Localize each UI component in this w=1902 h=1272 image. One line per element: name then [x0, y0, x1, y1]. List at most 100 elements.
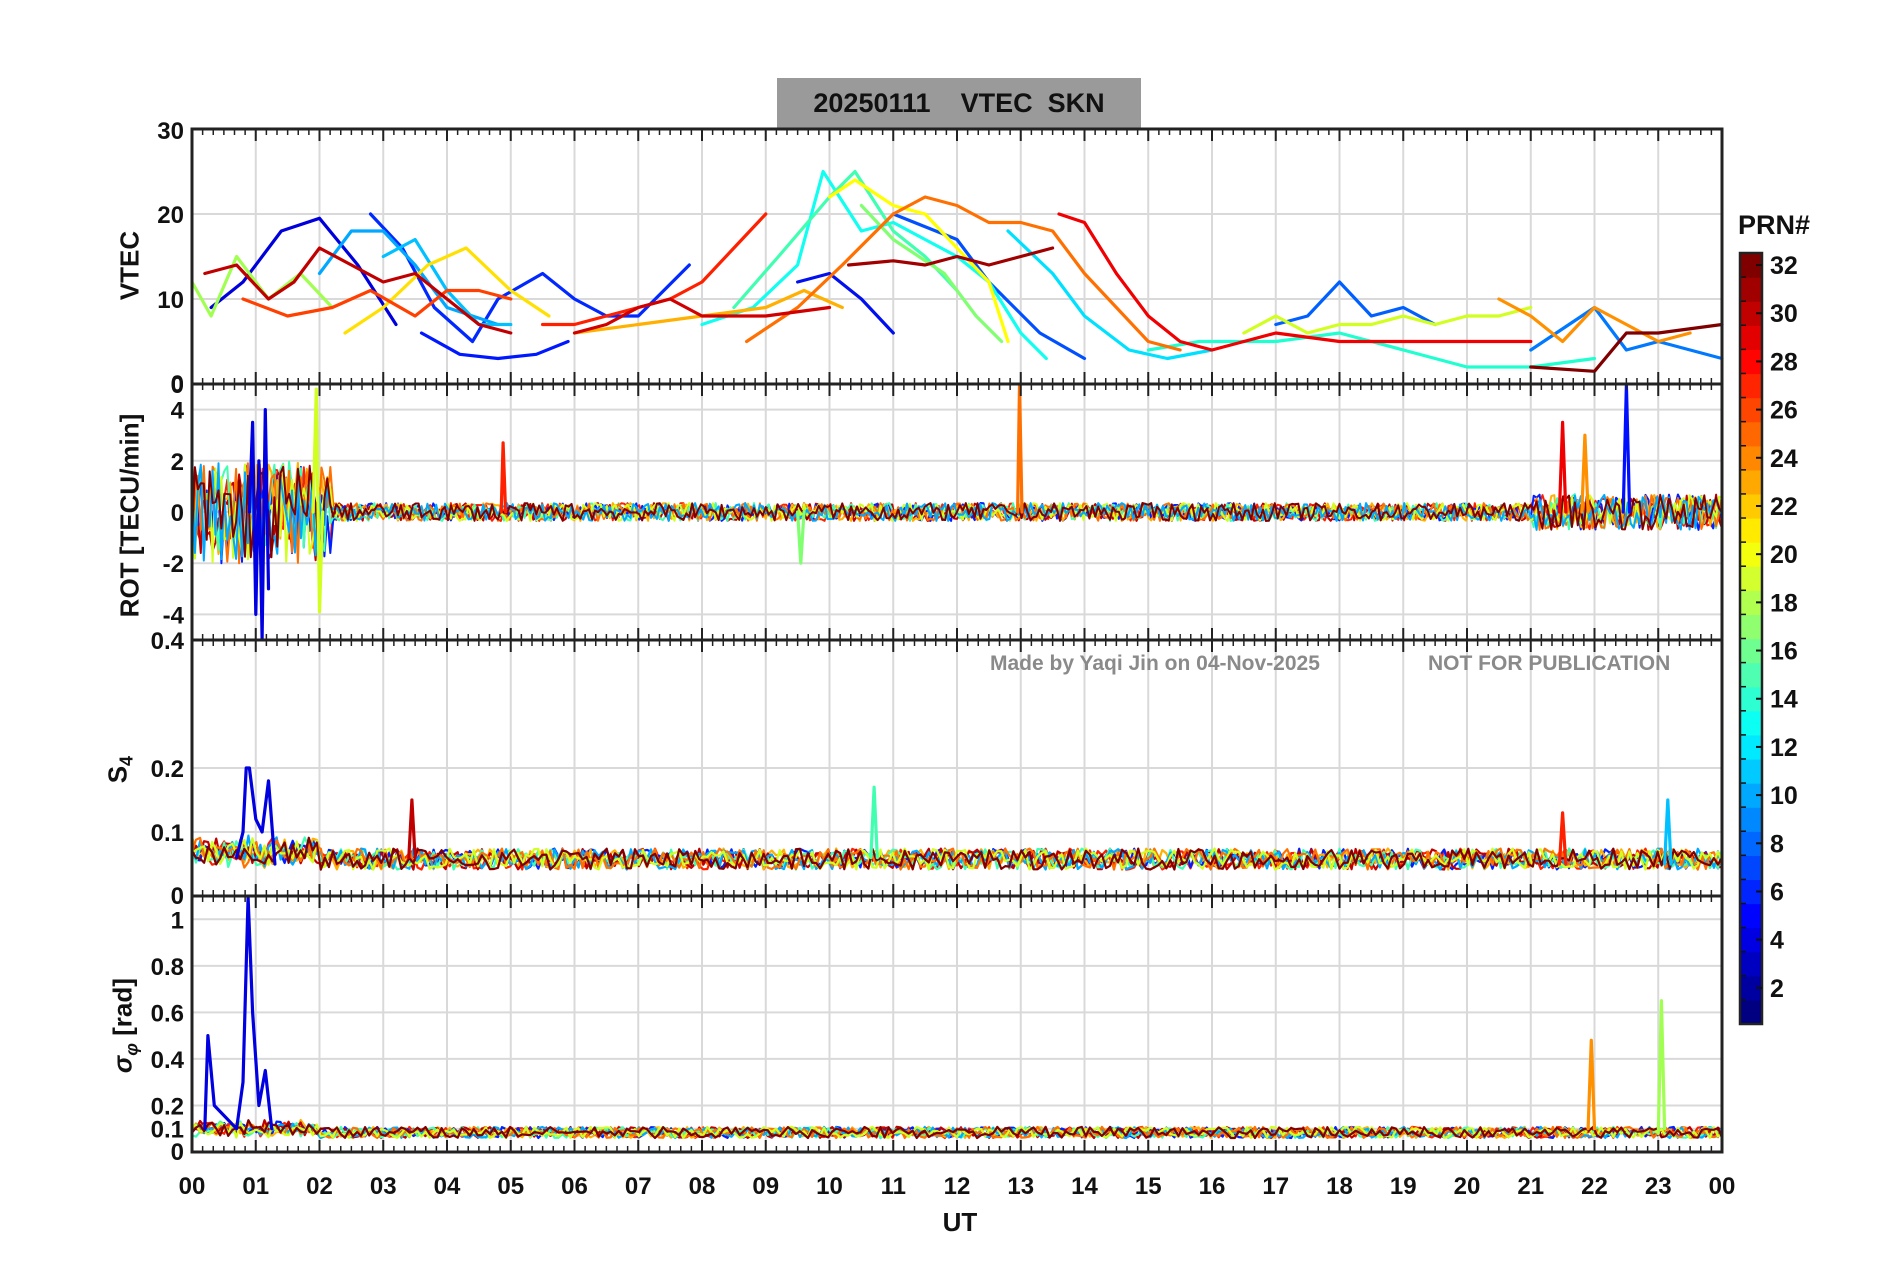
colorbar-swatch — [1740, 662, 1762, 688]
colorbar-swatch — [1740, 807, 1762, 832]
colorbar-tick-label: 6 — [1770, 878, 1784, 906]
colorbar-tick-label: 4 — [1770, 927, 1784, 955]
xtick-label: 06 — [561, 1173, 588, 1200]
series-vtec-prn-32 — [1529, 322, 1724, 373]
xtick-label: 01 — [242, 1173, 269, 1200]
ytick-label-rot: 2 — [171, 449, 184, 476]
colorbar-tick-label: 2 — [1770, 975, 1784, 1003]
xtick-label: 03 — [370, 1173, 397, 1200]
colorbar-swatch — [1740, 975, 1762, 1001]
series-rot-prn-18-spike — [311, 387, 325, 614]
colorbar-swatch — [1740, 614, 1762, 640]
colorbar-swatch — [1740, 686, 1762, 712]
ylabel-s4: S4 — [102, 755, 137, 784]
series-vtec-prn-19 — [1242, 305, 1533, 335]
series-vtec-prn-23 — [1497, 297, 1692, 344]
xtick-label: 09 — [752, 1173, 779, 1200]
colorbar-swatch — [1740, 397, 1762, 423]
series-vtec-prn-31 — [847, 246, 1055, 267]
series-vtec-prn-9 — [1529, 305, 1724, 361]
baseline-noise-sigma_phi — [191, 1119, 1724, 1140]
series-sigma_phi-prn-5-peak — [203, 895, 274, 1131]
colorbar-tick-label: 16 — [1770, 638, 1798, 666]
rot-noise — [191, 465, 1723, 560]
ytick-label-s4: 0.1 — [151, 820, 184, 847]
series-s4-prn-16-peak — [869, 785, 879, 860]
xtick-label: 16 — [1199, 1173, 1226, 1200]
xtick-label: 17 — [1262, 1173, 1289, 1200]
ytick-label-vtec: 0 — [171, 371, 184, 398]
ytick-label-sigma_phi: 0.6 — [151, 1000, 184, 1027]
chart-title: 20250111 VTEC SKN — [777, 78, 1141, 128]
xtick-label: 19 — [1390, 1173, 1417, 1200]
colorbar-swatch — [1740, 879, 1762, 905]
xtick-label: 04 — [434, 1173, 461, 1200]
colorbar-swatch — [1740, 831, 1762, 856]
colorbar-swatch — [1740, 325, 1762, 350]
title-quantity: VTEC — [960, 88, 1033, 118]
colorbar-tick-label: 26 — [1770, 397, 1798, 425]
series-sigma_phi-prn-17-peak — [1656, 999, 1667, 1135]
ytick-label-vtec: 30 — [157, 118, 184, 145]
series-vtec-prn-4 — [419, 331, 570, 361]
series-vtec-prn-28 — [1057, 212, 1533, 352]
watermark-notice: NOT FOR PUBLICATION — [1428, 652, 1671, 675]
colorbar-frame — [1738, 251, 1764, 1026]
series-s4-prn-30-peak — [407, 798, 417, 860]
xtick-label: 08 — [689, 1173, 716, 1200]
colorbar-swatch — [1740, 542, 1762, 567]
series-rot-prn-27-spike — [499, 441, 508, 514]
colorbar-tick-label: 10 — [1770, 782, 1798, 810]
colorbar-swatch — [1740, 759, 1762, 784]
series-vtec-prn-18 — [190, 254, 334, 318]
colorbar-swatch — [1740, 469, 1762, 495]
xtick-label: 00 — [1709, 1173, 1736, 1200]
series-vtec-prn-16 — [732, 169, 959, 310]
colorbar-tick-label: 14 — [1770, 686, 1798, 714]
colorbar-swatch — [1740, 421, 1762, 447]
xtick-label: 02 — [306, 1173, 333, 1200]
series-rot-prn-5-spike — [247, 408, 271, 641]
colorbar-title: PRN# — [1738, 210, 1811, 240]
series-vtec-prn-14 — [700, 169, 1048, 361]
edge-label-rot: 0.4 — [151, 628, 185, 655]
colorbar-swatch — [1740, 590, 1762, 615]
series-rot-prn-17-dip — [796, 510, 806, 565]
series-vtec-prn-24 — [745, 195, 1182, 352]
ylabel-vtec: VTEC — [114, 230, 145, 301]
title-station: SKN — [1047, 88, 1105, 118]
colorbar-tick-label: 12 — [1770, 734, 1798, 762]
colorbar-swatch — [1740, 349, 1762, 375]
ytick-label-vtec: 10 — [157, 287, 184, 314]
colorbar-swatch — [1740, 373, 1762, 399]
series-vtec-prn-20 — [827, 178, 1010, 344]
ytick-label-rot: 4 — [171, 398, 185, 425]
colorbar-tick-label: 24 — [1770, 445, 1798, 473]
series-s4-prn-11-peak — [1663, 798, 1673, 866]
colorbar-swatch — [1740, 783, 1762, 808]
series-s4-prn-28-peak — [1557, 811, 1568, 866]
watermark-author: Made by Yaqi Jin on 04-Nov-2025 — [990, 652, 1320, 675]
colorbar-swatch — [1740, 855, 1762, 880]
colorbar-swatch — [1740, 566, 1762, 591]
ytick-label-sigma_phi: 0.8 — [151, 954, 184, 981]
ytick-label-rot: 0 — [171, 500, 184, 527]
series-vtec-prn-26 — [241, 288, 513, 318]
colorbar-swatch — [1740, 445, 1762, 471]
baseline-noise-sigma_phi — [191, 1122, 1723, 1140]
title-date: 20250111 — [813, 88, 931, 118]
ytick-label-vtec: 20 — [157, 202, 184, 229]
series-vtec-prn-13 — [1006, 229, 1214, 361]
colorbar-swatch — [1740, 999, 1762, 1025]
series-rot-prn-23-spike — [1580, 433, 1590, 514]
xtick-label: 20 — [1454, 1173, 1481, 1200]
colorbar-swatch — [1740, 927, 1762, 953]
series-vtec-prn-21 — [343, 246, 551, 335]
ytick-label-rot: -2 — [163, 551, 184, 578]
colorbar-swatch — [1740, 518, 1762, 543]
series-vtec-prn-2 — [209, 216, 398, 327]
ytick-label-s4: 0 — [171, 883, 184, 910]
series-vtec-prn-8 — [1274, 280, 1437, 327]
colorbar-tick-label: 28 — [1770, 348, 1798, 376]
